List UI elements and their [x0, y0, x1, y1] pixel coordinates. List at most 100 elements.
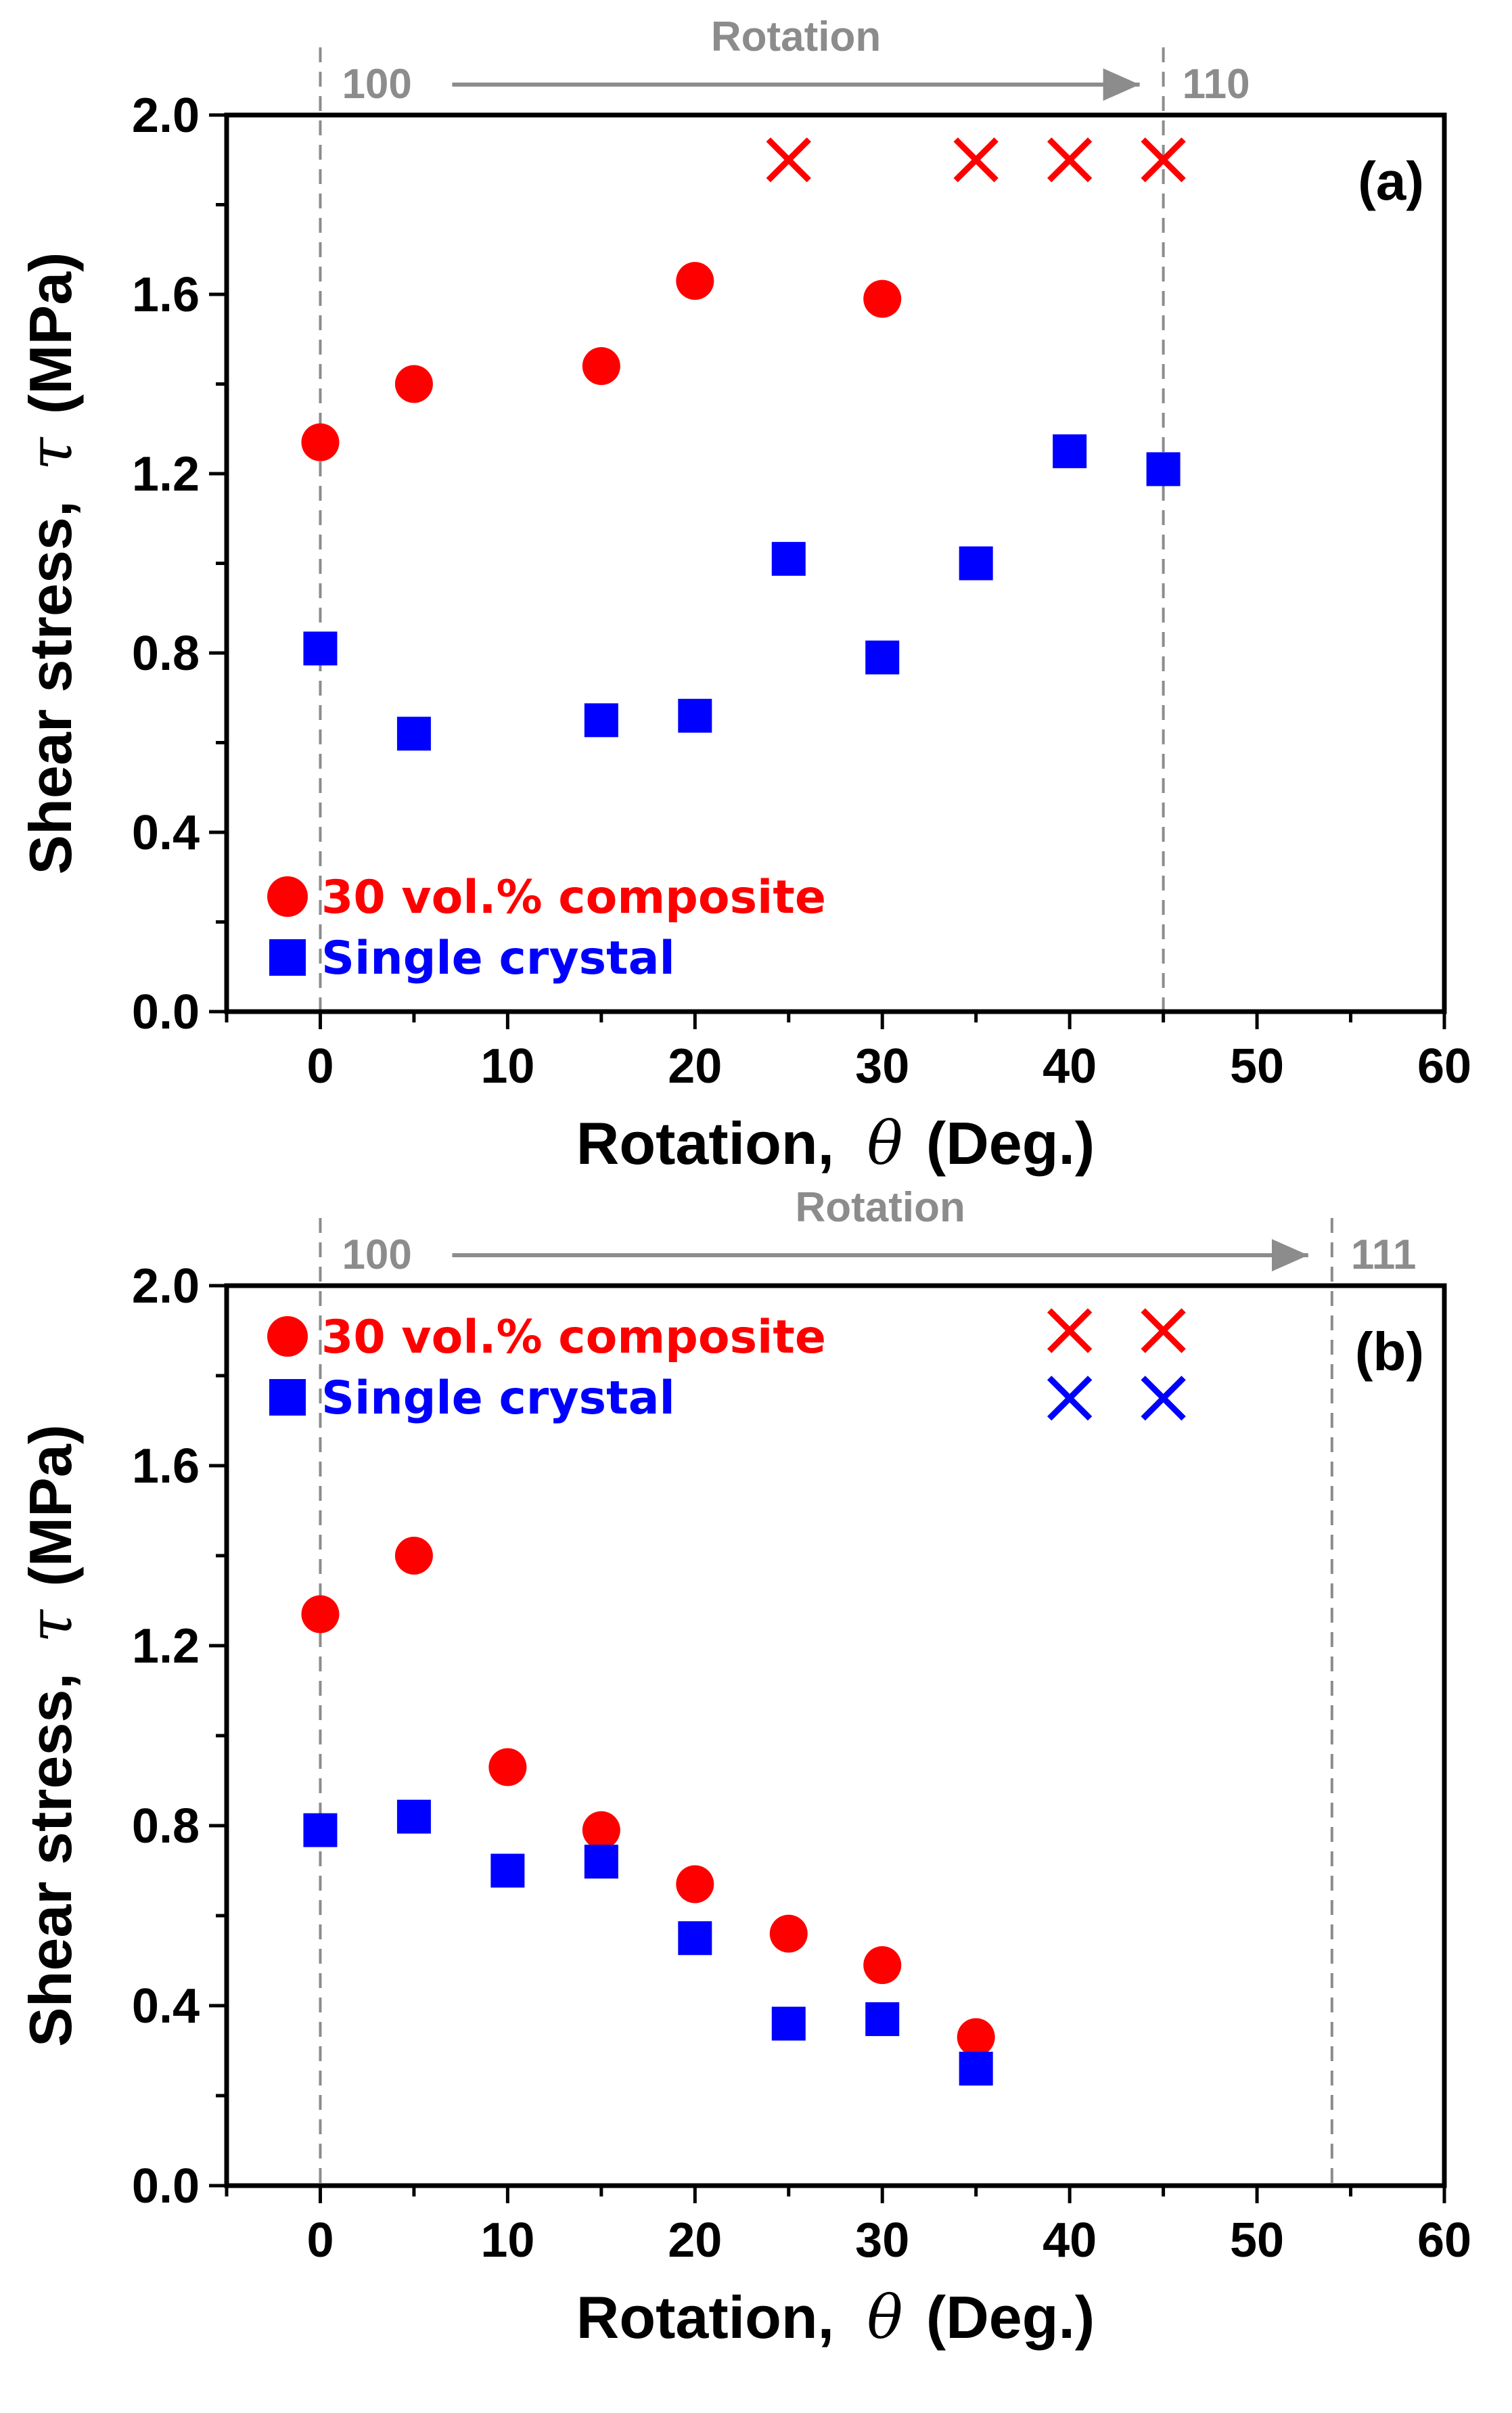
- x-tick-label: 50: [1230, 1039, 1284, 1093]
- legend-label-composite: 30 vol.% composite: [321, 871, 826, 924]
- legend: 30 vol.% composite Single crystal: [267, 871, 826, 985]
- y-tick-label: 2.0: [132, 89, 200, 143]
- x-axis-title-unit: (Deg.): [926, 2284, 1095, 2351]
- y-tick-label: 0.8: [132, 1799, 200, 1853]
- rotation-start-label: 100: [342, 61, 411, 108]
- composite-point: [394, 365, 433, 403]
- rotation-label: Rotation: [795, 1184, 965, 1231]
- x-axis-title: Rotation, θ (Deg.): [576, 2282, 1095, 2352]
- y-tick-label: 2.0: [132, 1259, 200, 1313]
- legend: 30 vol.% composite Single crystal: [267, 1311, 826, 1425]
- y-axis-title-symbol: τ: [16, 1609, 85, 1643]
- x-axis-title-symbol: θ: [867, 1108, 902, 1178]
- failure-cross-marker: [766, 137, 811, 183]
- single-crystal-point: [303, 631, 338, 666]
- single-crystal-point: [865, 2002, 900, 2036]
- legend-marker-composite: [267, 876, 308, 917]
- failure-cross-marker: [1047, 1308, 1093, 1353]
- x-tick-label: 0: [306, 2213, 334, 2268]
- single-crystal-point: [959, 546, 993, 581]
- x-axis-title-unit: (Deg.): [926, 1110, 1095, 1177]
- legend-marker-single-crystal: [269, 1379, 306, 1416]
- single-crystal-point: [303, 1813, 338, 1847]
- plot-frame: [224, 112, 1447, 1014]
- legend-label-single-crystal: Single crystal: [321, 932, 675, 985]
- composite-point: [676, 262, 714, 300]
- single-crystal-point: [584, 1845, 618, 1879]
- y-axis-title: Shear stress, τ (MPa): [16, 252, 85, 875]
- plot-frame: [224, 1283, 1447, 2188]
- single-crystal-point: [1146, 452, 1181, 487]
- x-tick-label: 0: [306, 1039, 334, 1093]
- rotation-annotation: 100 110 Rotation: [342, 14, 1250, 108]
- composite-point: [582, 1811, 620, 1849]
- y-axis-title-symbol: τ: [16, 436, 85, 470]
- failure-cross-marker: [953, 137, 999, 183]
- x-axis-title-symbol: θ: [867, 2282, 902, 2352]
- y-tick-label: 0.0: [132, 985, 200, 1039]
- panel-label: (b): [1355, 1322, 1424, 1382]
- composite-point: [676, 1865, 714, 1903]
- y-tick-label: 0.0: [132, 2159, 200, 2213]
- rotation-start-label: 100: [342, 1232, 411, 1278]
- y-axis-title-unit: (MPa): [17, 252, 84, 415]
- x-tick-label: 40: [1043, 2213, 1097, 2268]
- x-tick-label: 50: [1230, 2213, 1284, 2268]
- y-tick-label: 0.8: [132, 627, 200, 681]
- single-crystal-point: [1053, 434, 1087, 468]
- rotation-end-label: 111: [1351, 1232, 1417, 1278]
- legend-marker-single-crystal: [269, 939, 306, 976]
- x-tick-label: 30: [855, 2213, 909, 2268]
- single-crystal-point: [584, 703, 618, 738]
- single-crystal-point: [396, 1799, 431, 1834]
- x-tick-label: 20: [668, 2213, 722, 2268]
- legend-label-composite: 30 vol.% composite: [321, 1311, 826, 1364]
- composite-point: [957, 2018, 995, 2056]
- rotation-label: Rotation: [711, 14, 881, 60]
- x-tick-label: 60: [1417, 1039, 1471, 1093]
- legend-label-single-crystal: Single crystal: [321, 1372, 675, 1425]
- x-tick-label: 10: [480, 2213, 534, 2268]
- rotation-annotation: 100 111 Rotation: [342, 1184, 1416, 1278]
- y-axis-title: Shear stress, τ (MPa): [16, 1424, 85, 2047]
- composite-point: [582, 347, 620, 385]
- failure-cross-marker: [1141, 1376, 1186, 1421]
- x-axis-title-text: Rotation,: [576, 1110, 834, 1177]
- x-tick-label: 60: [1417, 2213, 1471, 2268]
- composite-point: [394, 1537, 433, 1575]
- composite-point: [863, 279, 902, 318]
- x-axis-title-text: Rotation,: [576, 2284, 834, 2351]
- panel-a: 0 10 20 30 40 50 60 0.0 0.4 0.8 1.2 1.6 2.0 (a) 100 …: [16, 14, 1471, 1178]
- single-crystal-point: [678, 1921, 712, 1956]
- x-tick-label: 40: [1043, 1039, 1097, 1093]
- rotation-end-label: 110: [1183, 61, 1250, 108]
- single-crystal-point: [865, 640, 900, 675]
- composite-point: [301, 423, 340, 461]
- y-tick-label: 1.6: [132, 268, 200, 322]
- x-axis-title: Rotation, θ (Deg.): [576, 1108, 1095, 1178]
- failure-cross-marker: [1141, 1308, 1186, 1353]
- composite-point: [301, 1595, 340, 1633]
- panel-b: 0 10 20 30 40 50 60 0.0 0.4 0.8 1.2 1.6 2.0 (b) 100 …: [16, 1184, 1471, 2352]
- single-crystal-point: [771, 2006, 806, 2041]
- y-tick-label: 0.4: [132, 806, 200, 860]
- y-tick-label: 1.2: [132, 1619, 200, 1673]
- y-axis-title-text: Shear stress,: [17, 1673, 84, 2047]
- y-tick-label: 1.2: [132, 447, 200, 501]
- composite-point: [769, 1914, 808, 1953]
- single-crystal-point: [396, 717, 431, 751]
- single-crystal-point: [678, 698, 712, 733]
- composite-point: [488, 1748, 527, 1786]
- legend-marker-composite: [267, 1316, 308, 1357]
- x-tick-label: 10: [480, 1039, 534, 1093]
- single-crystal-point: [959, 2052, 993, 2086]
- panel-label: (a): [1358, 151, 1424, 211]
- failure-cross-marker: [1141, 137, 1186, 183]
- y-tick-label: 0.4: [132, 1979, 200, 2033]
- composite-point: [863, 1946, 902, 1985]
- single-crystal-point: [771, 541, 806, 576]
- y-tick-label: 1.6: [132, 1439, 200, 1493]
- failure-cross-marker: [1047, 1376, 1093, 1421]
- x-tick-label: 20: [668, 1039, 722, 1093]
